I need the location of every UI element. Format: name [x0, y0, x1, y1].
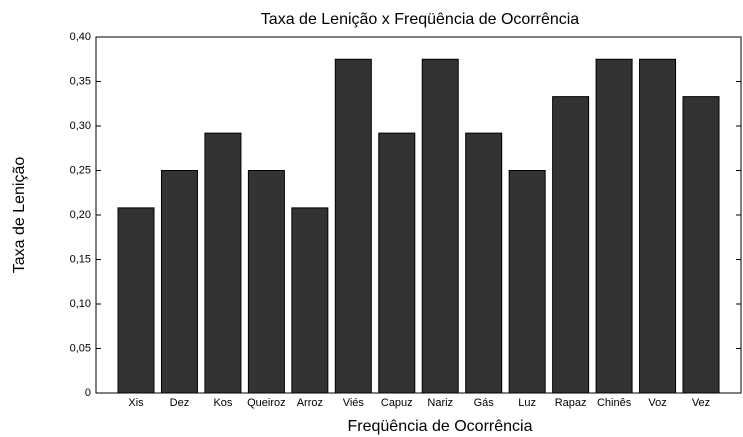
y-tick-label: 0,05	[70, 342, 91, 354]
bar	[291, 207, 329, 394]
bar	[334, 58, 372, 394]
y-tick-label: 0,20	[70, 209, 91, 221]
bar	[508, 170, 546, 394]
x-tick-label: Gás	[474, 397, 495, 409]
bar	[639, 58, 677, 394]
y-tick-label: 0,10	[70, 298, 91, 310]
x-tick-label: Queiroz	[247, 397, 286, 409]
y-tick-label: 0,25	[70, 164, 91, 176]
y-tick-label: 0	[85, 387, 91, 399]
y-tick-label: 0,35	[70, 75, 91, 87]
x-tick-label: Chinês	[597, 397, 632, 409]
bar	[160, 170, 198, 394]
x-tick-label: Rapaz	[555, 397, 587, 409]
y-tick-label: 0,40	[70, 31, 91, 43]
x-tick-label: Capuz	[381, 397, 413, 409]
x-axis-label: Freqüência de Ocorrência	[348, 418, 533, 435]
bar	[204, 132, 242, 394]
y-tick-label: 0,15	[70, 253, 91, 265]
x-tick-label: Kos	[213, 397, 232, 409]
x-tick-label: Arroz	[297, 397, 323, 409]
bar	[465, 132, 503, 394]
x-tick-label: Nariz	[427, 397, 453, 409]
bar	[682, 96, 720, 394]
x-tick-label: Xis	[128, 397, 144, 409]
x-tick-label: Vez	[692, 397, 710, 409]
bar	[117, 207, 155, 394]
bar	[595, 58, 633, 394]
x-tick-label: Dez	[170, 397, 190, 409]
x-tick-label: Luz	[518, 397, 536, 409]
bar	[552, 96, 590, 394]
x-tick-label: Voz	[648, 397, 666, 409]
bar	[421, 58, 459, 394]
y-axis-label: Taxa de Lenição	[11, 157, 28, 274]
y-tick-label: 0,30	[70, 120, 91, 132]
bar	[378, 132, 416, 394]
chart-title: Taxa de Lenição x Freqüência de Ocorrênc…	[261, 11, 580, 28]
x-tick-label: Viés	[343, 397, 365, 409]
bar	[247, 170, 285, 394]
